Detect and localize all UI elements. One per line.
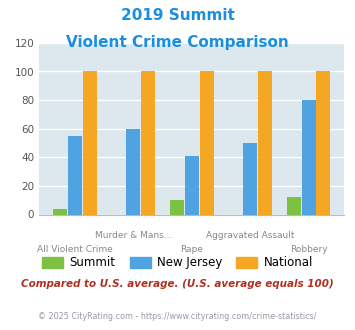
Bar	[170, 200, 184, 214]
Text: Robbery: Robbery	[290, 245, 327, 254]
Bar	[258, 72, 272, 214]
Text: Murder & Mans...: Murder & Mans...	[94, 231, 172, 240]
Bar	[185, 156, 199, 214]
Text: 2019 Summit: 2019 Summit	[121, 8, 234, 23]
Bar	[68, 136, 82, 214]
Bar	[200, 72, 214, 214]
Bar	[141, 72, 155, 214]
Bar	[301, 100, 316, 214]
Bar	[83, 72, 97, 214]
Bar	[243, 143, 257, 214]
Text: Violent Crime Comparison: Violent Crime Comparison	[66, 35, 289, 50]
Bar	[126, 129, 140, 214]
Text: Compared to U.S. average. (U.S. average equals 100): Compared to U.S. average. (U.S. average …	[21, 279, 334, 289]
Bar	[286, 197, 301, 215]
Text: © 2025 CityRating.com - https://www.cityrating.com/crime-statistics/: © 2025 CityRating.com - https://www.city…	[38, 312, 317, 321]
Text: All Violent Crime: All Violent Crime	[37, 245, 113, 254]
Text: Aggravated Assault: Aggravated Assault	[206, 231, 294, 240]
Bar	[53, 209, 67, 215]
Text: Rape: Rape	[180, 245, 203, 254]
Bar	[316, 72, 331, 214]
Legend: Summit, New Jersey, National: Summit, New Jersey, National	[38, 252, 317, 274]
